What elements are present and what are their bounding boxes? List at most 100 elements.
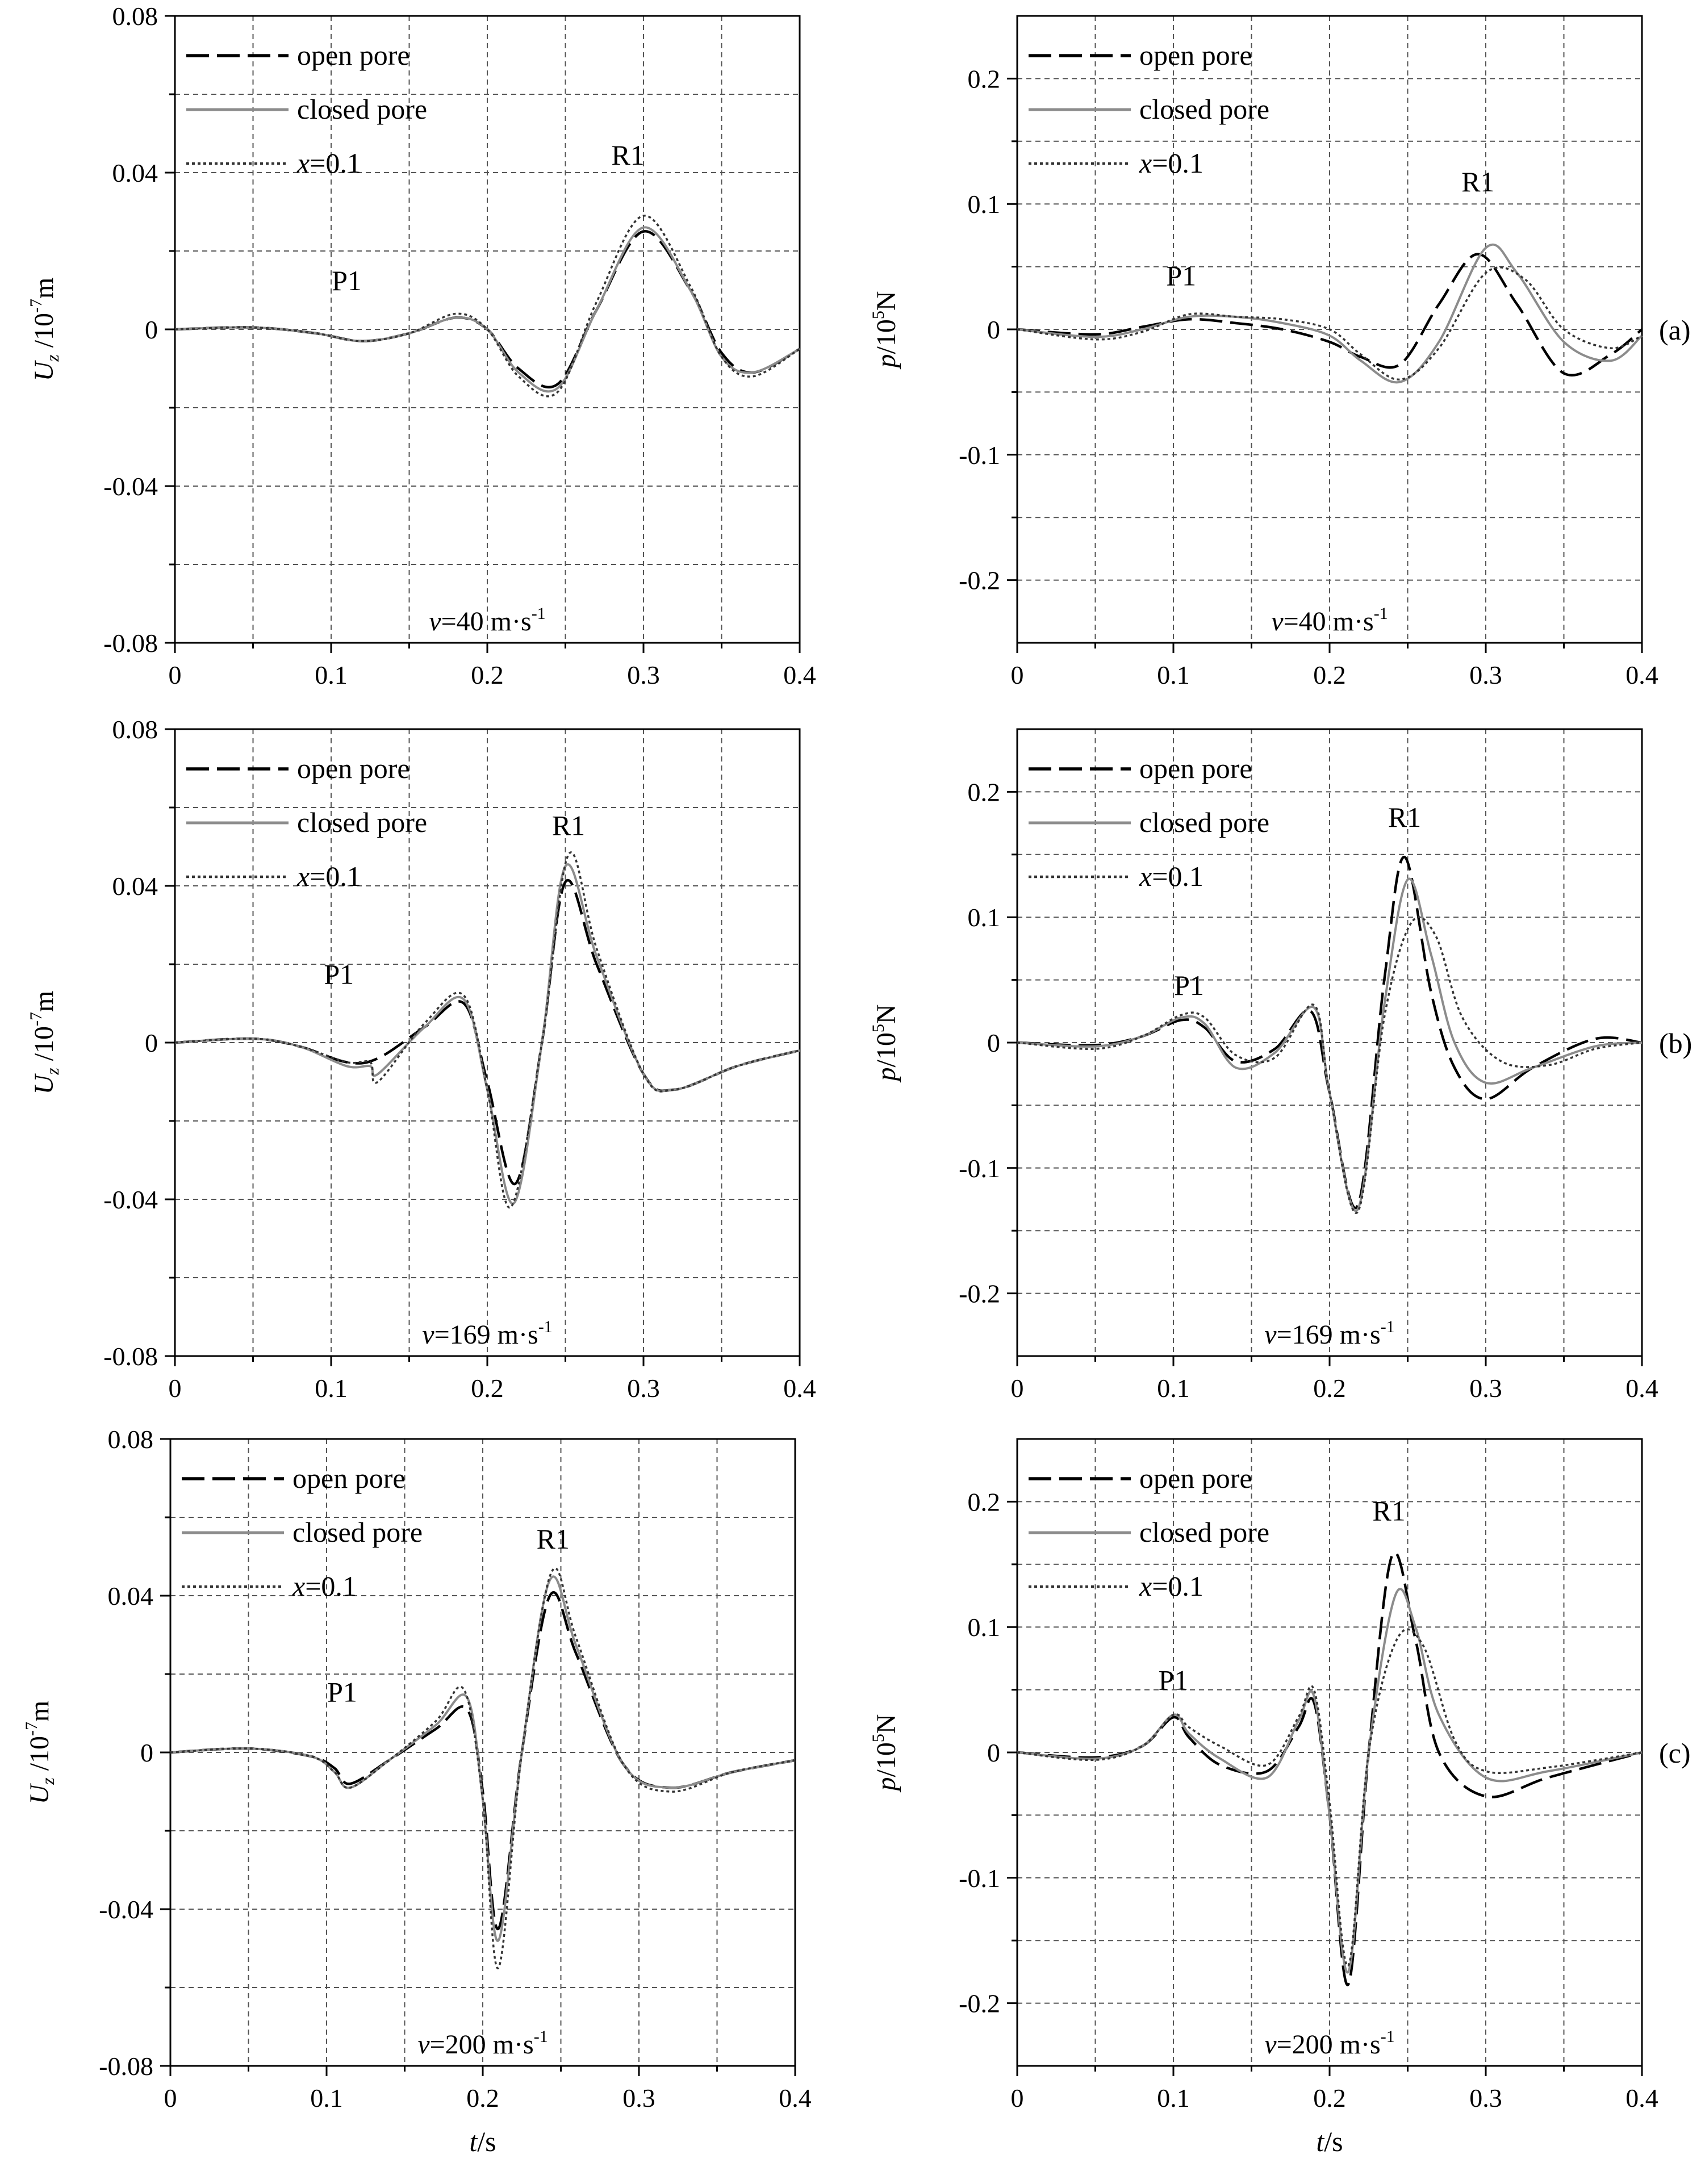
y-tick-label: 0.1	[968, 903, 1001, 932]
annotation-r1: R1	[1372, 1495, 1405, 1527]
velocity-value: =200 m·s	[430, 2030, 534, 2060]
annotation-r1: R1	[1461, 166, 1494, 198]
y-tick-label: 0	[140, 1738, 153, 1767]
y-tick-label: 0.04	[112, 158, 158, 187]
series-line-closed	[1017, 243, 1643, 384]
velocity-label: v=169 m·s-1	[1264, 1317, 1394, 1350]
legend-label-value: =0.1	[1152, 860, 1203, 892]
y-tick-label: -0.04	[103, 1185, 158, 1214]
x-tick-label: 0.4	[783, 1374, 816, 1403]
annotation-r1: R1	[1388, 801, 1421, 833]
legend-label-value: =0.1	[1152, 147, 1203, 179]
series-line-x01	[174, 851, 800, 1209]
velocity-value: =169 m·s	[1277, 1320, 1381, 1350]
x-axis-label: t/s	[469, 2126, 496, 2157]
legend-label-value: =0.1	[310, 147, 361, 179]
x-axis-label-symbol: t	[469, 2126, 478, 2157]
legend-label-x01: x=0.1	[296, 147, 361, 179]
legend-label-open: open pore	[1139, 1462, 1252, 1494]
y-axis-label-unit: N	[871, 1004, 901, 1024]
y-tick-label: 0	[987, 315, 1000, 344]
y-axis-label-superscript: 5	[869, 1024, 888, 1032]
legend-label-closed: closed pore	[292, 1516, 423, 1548]
x-tick-label: 0.3	[1469, 2083, 1502, 2112]
velocity-value: =169 m·s	[434, 1320, 538, 1350]
annotation-r1: R1	[611, 139, 644, 171]
series-line-closed	[174, 863, 800, 1205]
x-tick-label: 0.4	[779, 2083, 812, 2112]
y-tick-label: 0.04	[108, 1581, 154, 1610]
y-tick-label: 0.08	[112, 2, 158, 31]
y-axis-label-subscript: z	[42, 1068, 62, 1076]
x-tick-label: 0	[1011, 660, 1024, 689]
velocity-superscript: -1	[1381, 1317, 1395, 1336]
x-axis-label-symbol: t	[1316, 2126, 1324, 2157]
x-axis-label-unit: /s	[477, 2126, 496, 2157]
velocity-superscript: -1	[538, 1317, 553, 1336]
y-axis-label-unit: m	[29, 278, 59, 299]
x-tick-label: 0.1	[1157, 1374, 1190, 1403]
legend-label-open: open pore	[1139, 752, 1252, 784]
velocity-label: v=40 m·s-1	[1271, 604, 1388, 637]
series-line-x01	[174, 215, 800, 398]
velocity-symbol: v	[1271, 606, 1284, 637]
y-tick-label: -0.2	[959, 1989, 1000, 2018]
annotation-r1: R1	[552, 809, 585, 841]
x-axis-label-unit: /s	[1324, 2126, 1343, 2157]
y-axis-label: Uz /10-7m	[27, 278, 62, 382]
velocity-superscript: -1	[1374, 604, 1388, 623]
series-line-x01	[170, 1567, 796, 1969]
legend-label-open: open pore	[297, 752, 410, 784]
y-axis-label-unit: N	[871, 1714, 901, 1734]
velocity-superscript: -1	[534, 2027, 548, 2046]
y-tick-label: -0.1	[959, 441, 1000, 470]
velocity-value: =40 m·s	[441, 606, 532, 637]
velocity-label: v=169 m·s-1	[422, 1317, 552, 1350]
legend-label-x01: x=0.1	[1139, 147, 1203, 179]
y-tick-label: -0.08	[99, 2052, 153, 2081]
x-tick-label: 0	[1011, 2083, 1024, 2112]
x-tick-label: 0.4	[1625, 660, 1658, 689]
velocity-superscript: -1	[532, 604, 546, 623]
y-tick-label: 0.2	[968, 777, 1001, 806]
annotation-r1: R1	[537, 1523, 570, 1555]
x-tick-label: 0.2	[466, 2083, 499, 2112]
y-tick-label: 0.1	[968, 1613, 1001, 1642]
legend-label-x01: x=0.1	[292, 1570, 357, 1602]
x-tick-label: 0.3	[627, 1374, 660, 1403]
x-tick-label: 0.4	[783, 660, 816, 689]
y-axis-label-symbol: U	[29, 359, 59, 381]
legend-label-closed: closed pore	[297, 93, 427, 125]
chart-panel-c-left: 0 0.1 0.2 0.3 0.4 -0.08 -0.04 0 0.04 0.08 Uz /10-7…	[22, 1425, 812, 2157]
y-tick-label: -0.04	[103, 472, 158, 501]
y-tick-label: 0.08	[112, 715, 158, 744]
velocity-value: =40 m·s	[1284, 606, 1374, 637]
legend-label-open: open pore	[1139, 39, 1252, 71]
y-tick-label: -0.1	[959, 1864, 1000, 1893]
x-tick-label: 0.2	[471, 1374, 504, 1403]
legend-label-value: =0.1	[310, 860, 361, 892]
y-tick-label: 0.04	[112, 872, 158, 901]
y-tick-label: 0	[145, 1028, 158, 1057]
y-axis-label-text: /10	[871, 319, 901, 354]
y-axis-label-unit: m	[24, 1701, 55, 1722]
y-axis-label-text: /10	[24, 1736, 55, 1777]
velocity-label: v=200 m·s-1	[1264, 2027, 1394, 2060]
x-tick-label: 0	[164, 2083, 177, 2112]
velocity-symbol: v	[422, 1320, 434, 1350]
y-tick-label: -0.08	[103, 1342, 158, 1371]
legend-label-x01: x=0.1	[1139, 860, 1203, 892]
velocity-symbol: v	[429, 606, 441, 637]
y-tick-label: 0.08	[108, 1425, 154, 1454]
velocity-symbol: v	[1264, 1320, 1277, 1350]
y-axis-label-text: /10	[871, 1742, 901, 1777]
chart-panel-c-right: 0 0.1 0.2 0.3 0.4-0.2-0.100.10.2p/105Nt/sope…	[869, 1438, 1691, 2157]
legend-label-symbol: x	[1139, 147, 1152, 179]
x-tick-label: 0.3	[622, 2083, 655, 2112]
x-tick-label: 0.1	[1157, 2083, 1190, 2112]
y-axis-label: Uz /10-7m	[27, 991, 62, 1095]
velocity-symbol: v	[1264, 2030, 1277, 2060]
legend-label-symbol: x	[1139, 1570, 1152, 1602]
